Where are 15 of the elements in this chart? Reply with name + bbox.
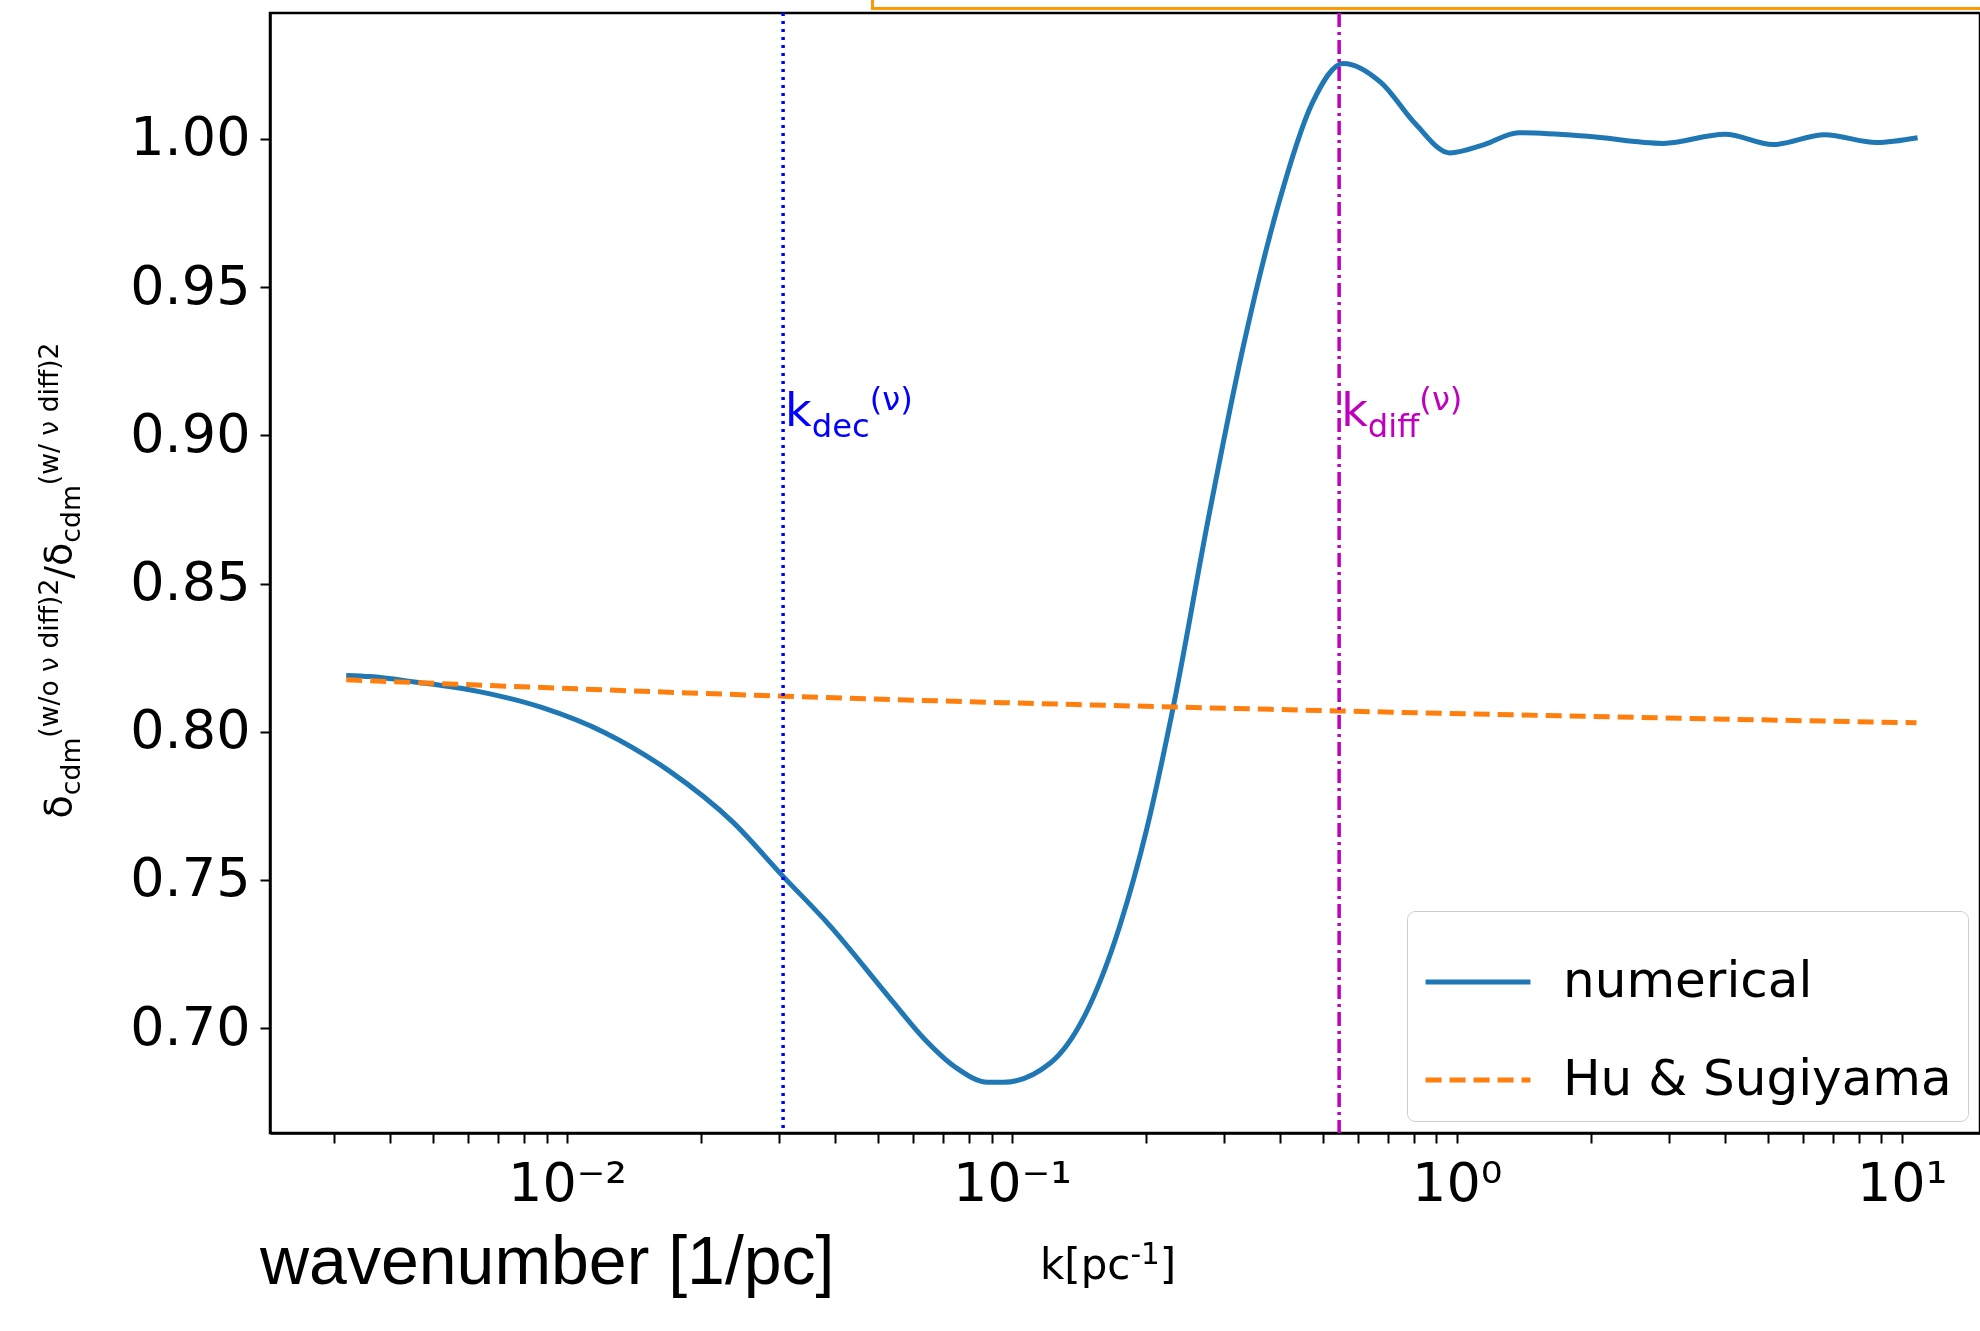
text: k[pc$^{-1}$] <box>1040 1237 1177 1289</box>
y-tick-label: 0.70 <box>130 994 251 1058</box>
legend-label: numerical <box>1563 951 1813 1009</box>
y-tick-label: 0.85 <box>130 550 251 614</box>
y-tick-label: 1.00 <box>130 105 251 169</box>
x-tick-label: 10¹ <box>1856 1150 1948 1214</box>
x-tick-label: 10⁻² <box>508 1150 627 1214</box>
y-tick-label: 0.95 <box>130 253 251 317</box>
y-tick-label: 0.90 <box>130 401 251 465</box>
x-tick-label: 10⁻¹ <box>952 1150 1072 1214</box>
x-tick-label: 10⁰ <box>1412 1150 1503 1214</box>
y-tick-label: 0.75 <box>130 846 251 910</box>
y-tick-label: 0.80 <box>130 698 251 762</box>
x-axis-title: wavenumber [1/pc] <box>260 1222 835 1298</box>
legend-label: Hu & Sugiyama <box>1563 1049 1952 1107</box>
